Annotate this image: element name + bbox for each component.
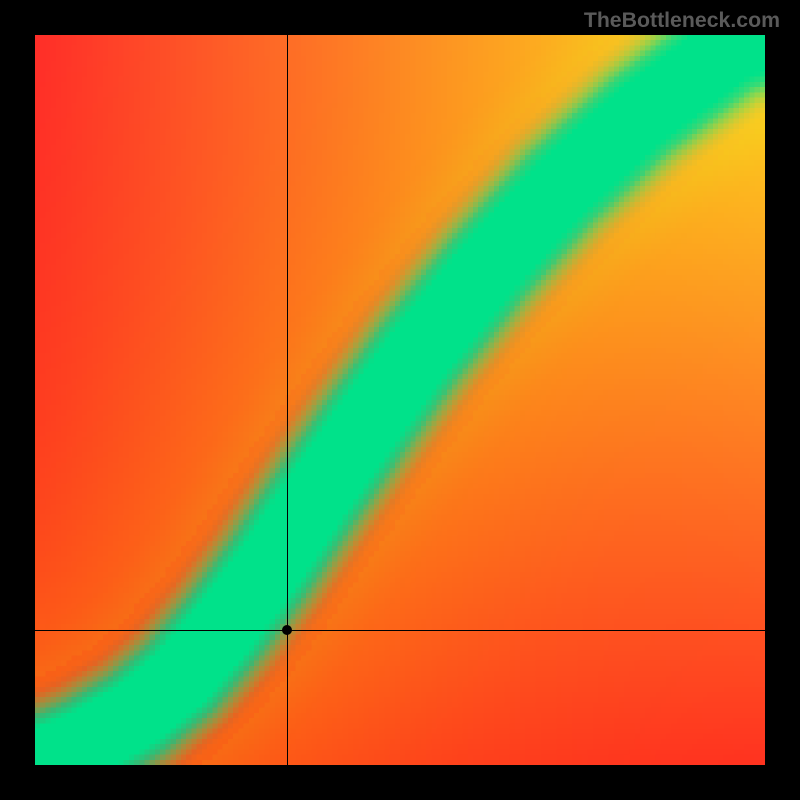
watermark-text: TheBottleneck.com bbox=[584, 8, 780, 33]
crosshair-horizontal bbox=[35, 630, 765, 631]
crosshair-marker bbox=[282, 625, 292, 635]
crosshair-vertical bbox=[287, 35, 288, 765]
plot-area bbox=[35, 35, 765, 765]
heatmap-canvas bbox=[35, 35, 765, 765]
